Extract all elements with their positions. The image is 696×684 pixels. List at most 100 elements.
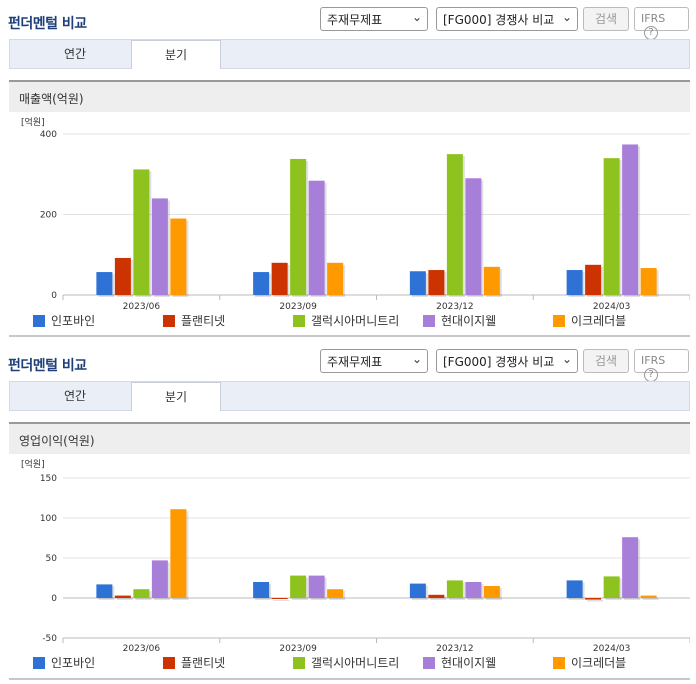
legend-swatch — [33, 315, 45, 327]
x-tick-label: 2024/03 — [593, 644, 630, 654]
legend-label: 이크레더블 — [571, 656, 627, 670]
search-button[interactable]: 검색 — [583, 349, 629, 373]
bar-shadow — [587, 600, 604, 602]
legend-label: 현대이지웰 — [441, 656, 497, 670]
legend-label: 갤럭시아머니트리 — [311, 314, 400, 328]
chart-subheader: 영업이익(억원) — [9, 422, 690, 454]
help-icon: ? — [644, 26, 658, 40]
bar — [96, 584, 113, 598]
x-tick-label: 2023/12 — [436, 302, 473, 310]
y-tick-label: 100 — [40, 514, 57, 524]
bar — [603, 158, 620, 295]
legend-swatch — [423, 657, 435, 669]
tab-annual[interactable]: 연간 — [63, 389, 87, 403]
ifrs-label: IFRS — [641, 354, 666, 367]
help-icon: ? — [644, 368, 658, 382]
bar — [308, 575, 325, 598]
legend-label: 이크레더블 — [571, 314, 627, 328]
legend-swatch — [163, 315, 175, 327]
bar — [114, 595, 131, 598]
legend-swatch — [33, 657, 45, 669]
tab-quarterly[interactable]: 분기 — [131, 382, 221, 411]
statement-select[interactable]: 주재무제표 ⌄ — [320, 7, 428, 31]
legend-item[interactable]: 이크레더블 — [553, 654, 626, 671]
fundamental-panel-revenue: 펀더멘털 비교 주재무제표 ⌄ [FG000] 경쟁사 비교 ⌄ 검색 IFRS… — [0, 0, 696, 340]
statement-select[interactable]: 주재무제표 ⌄ — [320, 349, 428, 373]
legend-label: 인포바인 — [51, 314, 96, 328]
y-tick-label: -50 — [42, 634, 57, 644]
tab-quarterly[interactable]: 분기 — [131, 40, 221, 69]
x-tick-label: 2023/12 — [436, 644, 473, 654]
operating-profit-bar-chart: [억원] -50 0 50 100 150 2023/06 2023/09 2023/12 202… — [21, 458, 690, 654]
legend-swatch — [423, 315, 435, 327]
legend-item[interactable]: 현대이지웰 — [423, 654, 496, 671]
divider — [9, 335, 690, 337]
tab-annual[interactable]: 연간 — [63, 47, 87, 61]
legend-label: 갤럭시아머니트리 — [311, 656, 400, 670]
bar — [114, 257, 131, 295]
ifrs-help-button[interactable]: IFRS? — [634, 349, 689, 382]
bar — [622, 537, 639, 598]
x-tick-label: 2023/06 — [123, 644, 161, 654]
legend-item[interactable]: 인포바인 — [33, 654, 95, 671]
legend-label: 플랜티넷 — [181, 656, 226, 670]
bar — [622, 144, 639, 295]
revenue-bar-chart: [억원] 0 200 400 2023/06 2023/09 2023/12 2024/03 — [21, 116, 690, 310]
bar — [428, 270, 445, 295]
bar-shadow — [430, 596, 447, 600]
bar — [483, 586, 500, 598]
bar-shadow — [116, 597, 133, 600]
bar — [585, 264, 602, 295]
period-tabs: 연간 분기 — [9, 381, 690, 411]
ifrs-help-button[interactable]: IFRS? — [634, 7, 689, 40]
y-tick-label: 0 — [51, 594, 57, 604]
bar-shadow — [642, 597, 659, 600]
y-tick-label: 150 — [40, 474, 57, 484]
bar — [465, 582, 482, 598]
panel-title: 펀더멘털 비교 — [8, 358, 87, 374]
chart-legend: 인포바인 플랜티넷 갤럭시아머니트리 현대이지웰 이크레더블 — [9, 654, 690, 674]
legend-item[interactable]: 인포바인 — [33, 312, 95, 329]
y-tick-label: 400 — [40, 130, 57, 140]
bar-shadow — [273, 600, 290, 601]
legend-item[interactable]: 갤럭시아머니트리 — [293, 312, 399, 329]
bar — [566, 580, 583, 598]
bar — [133, 589, 150, 598]
statement-select-value: 주재무제표 — [327, 355, 383, 369]
legend-label: 인포바인 — [51, 656, 96, 670]
compare-select[interactable]: [FG000] 경쟁사 비교 ⌄ — [436, 7, 578, 31]
bar — [566, 270, 583, 295]
bar — [640, 268, 657, 295]
legend-swatch — [293, 657, 305, 669]
x-tick-label: 2023/06 — [123, 302, 161, 310]
ifrs-label: IFRS — [641, 12, 666, 25]
legend-item[interactable]: 현대이지웰 — [423, 312, 496, 329]
chart-legend: 인포바인 플랜티넷 갤럭시아머니트리 현대이지웰 이크레더블 — [9, 312, 690, 332]
bar — [151, 560, 168, 598]
legend-label: 플랜티넷 — [181, 314, 226, 328]
bar — [446, 580, 463, 598]
legend-swatch — [553, 315, 565, 327]
bar — [308, 180, 325, 295]
x-tick-label: 2024/03 — [593, 302, 630, 310]
bar — [327, 589, 344, 598]
bar — [96, 272, 113, 295]
legend-item[interactable]: 이크레더블 — [553, 312, 626, 329]
legend-item[interactable]: 갤럭시아머니트리 — [293, 654, 399, 671]
legend-item[interactable]: 플랜티넷 — [163, 312, 225, 329]
compare-select-value: [FG000] 경쟁사 비교 — [443, 13, 555, 27]
search-button[interactable]: 검색 — [583, 7, 629, 31]
legend-item[interactable]: 플랜티넷 — [163, 654, 225, 671]
legend-swatch — [553, 657, 565, 669]
bar — [133, 169, 150, 295]
bar — [170, 218, 187, 295]
bar — [640, 595, 657, 598]
legend-swatch — [293, 315, 305, 327]
bar — [290, 575, 307, 598]
panel-title: 펀더멘털 비교 — [8, 16, 87, 32]
x-tick-label: 2023/09 — [279, 302, 317, 310]
x-tick-label: 2023/09 — [279, 644, 317, 654]
chevron-down-icon: ⌄ — [561, 352, 572, 366]
bar — [465, 178, 482, 295]
compare-select[interactable]: [FG000] 경쟁사 비교 ⌄ — [436, 349, 578, 373]
